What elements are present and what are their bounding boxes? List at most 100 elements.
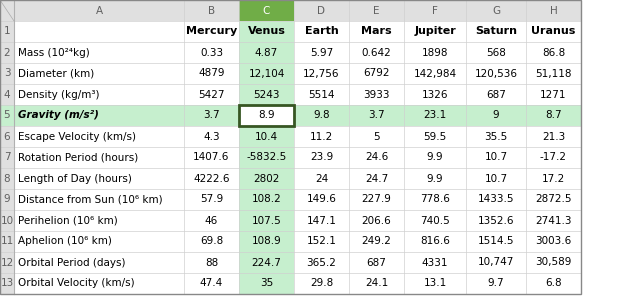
Text: 5.97: 5.97 [310,47,333,58]
Bar [349,21,404,42]
Bar [184,42,239,63]
Text: 108.2: 108.2 [252,195,282,204]
Bar [239,126,294,147]
Bar [294,252,349,273]
Bar [239,84,294,105]
Text: 11: 11 [1,237,13,246]
Text: 9: 9 [4,195,10,204]
Text: F: F [432,5,438,15]
Text: 10.7: 10.7 [484,173,508,184]
Bar [466,252,526,273]
Text: Rotation Period (hours): Rotation Period (hours) [18,153,138,162]
Bar [239,147,294,168]
Text: 23.9: 23.9 [310,153,333,162]
Bar [349,42,404,63]
Bar [466,168,526,189]
Text: 149.6: 149.6 [307,195,337,204]
Bar [404,252,466,273]
Bar [294,0,349,21]
Bar [404,210,466,231]
Bar [14,252,184,273]
Bar [404,21,466,42]
Bar [526,126,581,147]
Bar [239,210,294,231]
Text: Perihelion (10⁶ km): Perihelion (10⁶ km) [18,215,118,226]
Text: 2872.5: 2872.5 [535,195,572,204]
Bar [526,42,581,63]
Bar [14,105,184,126]
Text: 1433.5: 1433.5 [477,195,515,204]
Text: 9.7: 9.7 [488,279,504,288]
Bar [294,189,349,210]
Bar [349,252,404,273]
Bar [294,147,349,168]
Bar [466,21,526,42]
Bar [0,273,14,294]
Bar [404,0,466,21]
Text: 23.1: 23.1 [424,111,447,120]
Text: 4: 4 [4,89,10,100]
Text: Earth: Earth [305,27,339,36]
Text: 88: 88 [205,257,218,268]
Text: 1514.5: 1514.5 [477,237,515,246]
Text: Distance from Sun (10⁶ km): Distance from Sun (10⁶ km) [18,195,163,204]
Bar [526,63,581,84]
Text: 2802: 2802 [253,173,280,184]
Bar [0,189,14,210]
Text: 0.33: 0.33 [200,47,223,58]
Text: 7: 7 [4,153,10,162]
Text: 0.642: 0.642 [362,47,392,58]
Text: 120,536: 120,536 [474,69,518,78]
Bar [404,42,466,63]
Text: 24.6: 24.6 [365,153,388,162]
Text: Venus: Venus [248,27,285,36]
Text: 11.2: 11.2 [310,131,333,142]
Text: 29.8: 29.8 [310,279,333,288]
Text: Gravity (m/s²): Gravity (m/s²) [18,111,99,120]
Text: 69.8: 69.8 [200,237,223,246]
Bar [0,0,14,21]
Bar [239,42,294,63]
Bar [239,105,294,126]
Text: Diameter (km): Diameter (km) [18,69,94,78]
Bar [14,126,184,147]
Bar [404,84,466,105]
Bar [0,84,14,105]
Text: 5243: 5243 [253,89,280,100]
Text: Density (kg/m³): Density (kg/m³) [18,89,99,100]
Text: 9: 9 [493,111,499,120]
Text: 1407.6: 1407.6 [193,153,230,162]
Text: Escape Velocity (km/s): Escape Velocity (km/s) [18,131,136,142]
Bar [526,147,581,168]
Bar [349,210,404,231]
Bar [14,231,184,252]
Text: 687: 687 [486,89,506,100]
Bar [239,105,294,126]
Bar [526,252,581,273]
Text: 10: 10 [1,215,13,226]
Text: 12,104: 12,104 [248,69,285,78]
Text: 3003.6: 3003.6 [536,237,572,246]
Text: 8.7: 8.7 [545,111,562,120]
Bar [526,273,581,294]
Bar [349,63,404,84]
Bar [239,273,294,294]
Bar [466,126,526,147]
Bar [294,231,349,252]
Text: 687: 687 [367,257,387,268]
Bar [239,168,294,189]
Bar [526,210,581,231]
Bar [14,21,184,42]
Text: 249.2: 249.2 [362,237,392,246]
Bar [294,42,349,63]
Text: Orbital Velocity (km/s): Orbital Velocity (km/s) [18,279,134,288]
Text: 365.2: 365.2 [307,257,337,268]
Text: 1326: 1326 [422,89,448,100]
Text: 86.8: 86.8 [542,47,565,58]
Text: 10.4: 10.4 [255,131,278,142]
Bar [294,168,349,189]
Text: 1898: 1898 [422,47,448,58]
Text: 1271: 1271 [540,89,567,100]
Text: 35: 35 [260,279,273,288]
Text: 2741.3: 2741.3 [535,215,572,226]
